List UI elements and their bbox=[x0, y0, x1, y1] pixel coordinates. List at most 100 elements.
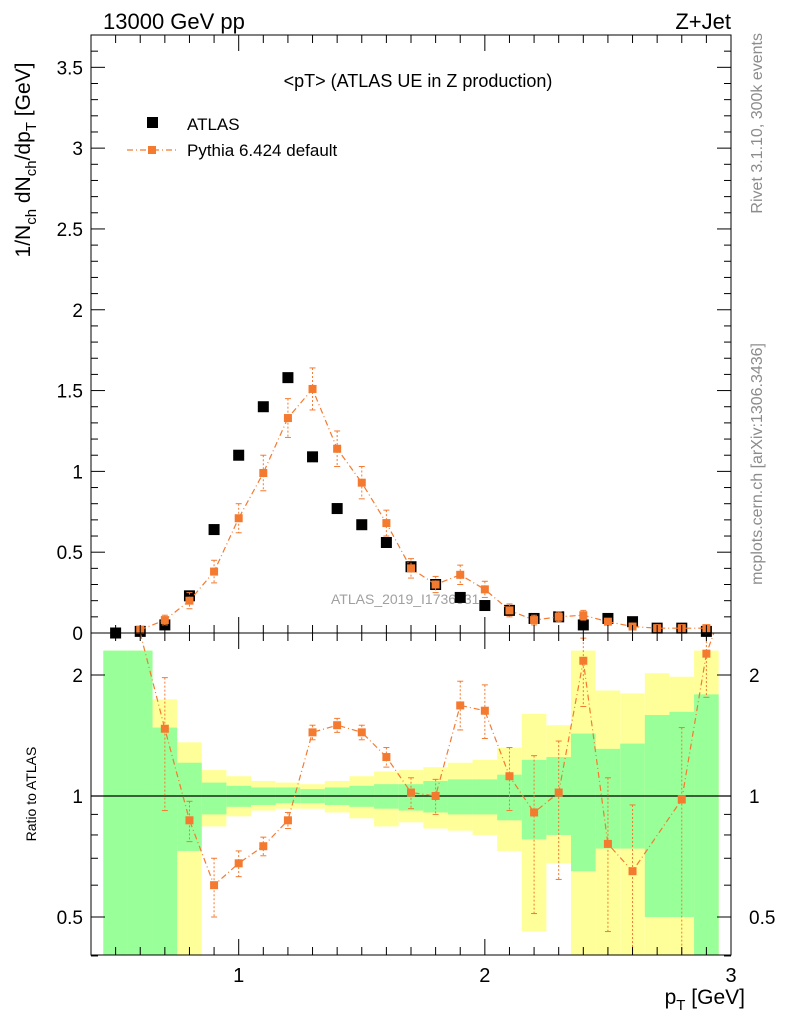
pythia-point bbox=[185, 596, 194, 605]
pythia-point bbox=[308, 384, 317, 393]
ratio-point bbox=[702, 649, 711, 658]
ratio-point bbox=[579, 656, 588, 665]
atlas-point bbox=[183, 590, 195, 602]
ratio-point bbox=[431, 792, 440, 800]
ratio-point bbox=[210, 881, 219, 890]
ratio-y-tick-label: 0.5 bbox=[57, 908, 83, 929]
pythia-point bbox=[357, 478, 366, 487]
ratio-point bbox=[308, 728, 317, 737]
ratio-point bbox=[259, 842, 268, 851]
ratio-point bbox=[530, 808, 539, 817]
pythia-point bbox=[333, 444, 342, 453]
ratio-point bbox=[603, 839, 612, 848]
pythia-point bbox=[259, 468, 268, 477]
atlas-point bbox=[356, 519, 368, 531]
ratio-point bbox=[505, 772, 514, 781]
ratio-point bbox=[333, 721, 342, 730]
atlas-point bbox=[479, 600, 491, 612]
uncertainty-band-inner bbox=[669, 711, 695, 917]
main-y-tick-label: 2.5 bbox=[57, 220, 83, 241]
ratio-point bbox=[456, 701, 465, 710]
pythia-point bbox=[407, 564, 415, 573]
main-y-tick-label: 3 bbox=[72, 139, 83, 160]
main-y-tick-label: 1.5 bbox=[57, 382, 83, 403]
main-y-tick-label: 1 bbox=[72, 462, 83, 483]
ratio-y-tick-label: 2 bbox=[72, 666, 83, 687]
atlas-point bbox=[257, 401, 269, 413]
ratio-y-tick-label-right: 1 bbox=[749, 787, 760, 808]
main-y-tick-label: 0.5 bbox=[57, 543, 83, 564]
header-left: 13000 GeV pp bbox=[103, 9, 245, 34]
atlas-point bbox=[454, 591, 466, 603]
pythia-point bbox=[579, 611, 588, 620]
pythia-point bbox=[283, 414, 292, 423]
x-tick-label: 2 bbox=[479, 965, 490, 987]
pythia-line bbox=[139, 387, 707, 631]
ratio-point bbox=[407, 788, 415, 797]
atlas-point bbox=[307, 451, 319, 463]
ratio-y-tick-label-right: 2 bbox=[749, 666, 760, 687]
uncertainty-band-inner bbox=[447, 779, 473, 815]
pythia-point bbox=[530, 616, 539, 625]
watermark: ATLAS_2019_I1736531 bbox=[331, 591, 480, 607]
uncertainty-band-inner bbox=[644, 715, 670, 917]
ratio-point bbox=[160, 724, 169, 733]
ratio-y-tick-label-right: 0.5 bbox=[749, 908, 775, 929]
main-panel: ATLAS_2019_I1736531 0 0.5 1 1.5 2 2.5 3 3.5 <pT… bbox=[12, 34, 732, 645]
legend-label-pythia: Pythia 6.424 default bbox=[187, 141, 338, 160]
main-y-tick-label: 0 bbox=[72, 624, 83, 645]
atlas-point bbox=[233, 449, 245, 461]
ratio-point bbox=[480, 706, 489, 715]
atlas-point bbox=[577, 619, 589, 631]
pythia-point bbox=[234, 514, 243, 523]
uncertainty-band-inner bbox=[275, 787, 301, 804]
main-y-tick-label: 2 bbox=[72, 301, 83, 322]
pythia-point bbox=[382, 519, 391, 528]
ratio-point bbox=[677, 795, 686, 804]
header-right: Z+Jet bbox=[675, 9, 731, 34]
atlas-point bbox=[380, 536, 392, 548]
uncertainty-band-inner bbox=[201, 782, 227, 815]
atlas-point bbox=[208, 524, 220, 536]
ratio-point bbox=[234, 859, 243, 868]
side-text-mcplots: mcplots.cern.ch [arXiv:1306.3436] bbox=[749, 343, 766, 585]
atlas-point bbox=[282, 372, 294, 384]
uncertainty-band-inner bbox=[694, 694, 719, 955]
pythia-point bbox=[480, 585, 489, 594]
pythia-point bbox=[603, 617, 612, 626]
legend: ATLAS Pythia 6.424 default bbox=[127, 115, 338, 160]
ratio-point bbox=[554, 788, 563, 797]
x-tick-label: 1 bbox=[233, 965, 244, 987]
pythia-point bbox=[431, 580, 440, 589]
ratio-line bbox=[139, 632, 715, 887]
side-text-rivet: Rivet 3.1.10, 300k events bbox=[749, 33, 766, 214]
atlas-point bbox=[627, 616, 639, 628]
pythia-point bbox=[456, 570, 465, 579]
legend-marker-pythia bbox=[148, 146, 156, 154]
ratio-point bbox=[357, 728, 366, 737]
uncertainty-band-inner bbox=[152, 727, 178, 955]
ratio-point bbox=[628, 867, 637, 876]
ratio-point bbox=[283, 816, 292, 825]
uncertainty-band-inner bbox=[127, 650, 153, 955]
atlas-point bbox=[331, 503, 343, 515]
pythia-point bbox=[554, 612, 563, 621]
pythia-point bbox=[160, 616, 169, 625]
main-ylabel: 1/Nch dNch/dpT [GeV] bbox=[12, 63, 40, 258]
ratio-point bbox=[185, 816, 194, 825]
pythia-point bbox=[505, 606, 514, 615]
x-axis-label-text: pT [GeV] bbox=[665, 986, 745, 1014]
uncertainty-band-inner bbox=[571, 733, 596, 872]
legend-label-atlas: ATLAS bbox=[187, 115, 240, 134]
ratio-y-tick-label: 1 bbox=[72, 787, 83, 808]
uncertainty-band-inner bbox=[472, 779, 498, 815]
main-title: <pT> (ATLAS UE in Z production) bbox=[284, 71, 553, 91]
x-tick-label: 3 bbox=[725, 965, 736, 987]
main-y-tick-label: 3.5 bbox=[57, 58, 83, 79]
pythia-point bbox=[210, 567, 219, 576]
x-axis-label: pT [GeV] bbox=[665, 986, 745, 1014]
ratio-ylabel: Ratio to ATLAS bbox=[23, 747, 39, 842]
ratio-point bbox=[382, 753, 391, 762]
ratio-panel: 0.5 0.5 1 1 2 2 1 2 3 Ratio to ATLAS pT [GeV] bbox=[23, 632, 775, 1014]
